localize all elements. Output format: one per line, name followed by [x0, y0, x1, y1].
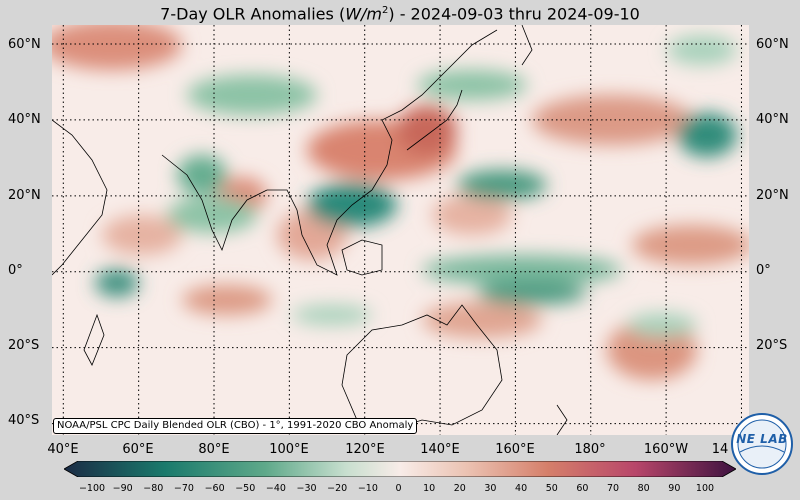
coast-india: [161, 154, 268, 252]
coast-kamchatka: [521, 25, 533, 66]
lat-label: 20°S: [756, 338, 788, 353]
colorbar-tick-label: −50: [235, 483, 256, 494]
map-title: 7-Day OLR Anomalies (W/m2) - 2024-09-03 …: [0, 0, 800, 24]
anomaly-blob: [677, 113, 737, 157]
olr-anomaly-map: [52, 25, 749, 435]
title-unit: W/m: [345, 4, 382, 24]
colorbar-tick-label: 20: [453, 483, 466, 494]
colorbar-tick-label: 50: [545, 483, 558, 494]
lat-label: 20°N: [756, 188, 789, 203]
anomaly-blob: [187, 75, 317, 115]
colorbar-tick-label: −20: [327, 483, 348, 494]
lat-label: 40°N: [756, 112, 789, 127]
data-source-credit: NOAA/PSL CPC Daily Blended OLR (CBO) - 1…: [53, 418, 418, 434]
lat-label: 0°: [8, 263, 23, 278]
colorbar-tick-label: −30: [296, 483, 317, 494]
anomaly-field: [52, 25, 749, 380]
lat-label: 0°: [756, 263, 771, 278]
title-unit-exponent: 2: [381, 5, 389, 16]
colorbar-tick-label: −100: [78, 483, 106, 494]
coast-southeast-asia: [267, 189, 373, 276]
anomaly-blob: [632, 225, 749, 265]
colorbar-tick-label: 100: [695, 483, 715, 494]
colorbar-tick-label: 30: [484, 483, 497, 494]
colorbar-tick-label: 0: [395, 483, 402, 494]
colorbar-tick-label: −40: [265, 483, 286, 494]
lon-label: 60°E: [122, 442, 154, 457]
anomaly-blob: [95, 269, 139, 297]
coast-east-asia: [371, 29, 498, 191]
coast-new-zealand: [556, 404, 568, 435]
coast-borneo: [341, 239, 383, 276]
lon-label: 160°W: [643, 442, 689, 457]
lon-label: 14: [711, 442, 729, 457]
coast-africa-arabia: [52, 119, 108, 276]
anomaly-blob: [102, 215, 182, 255]
colorbar-tick-label: 80: [637, 483, 650, 494]
lon-label: 160°E: [495, 442, 535, 457]
coast-japan: [406, 89, 463, 151]
colorbar-tick-label: 70: [607, 483, 620, 494]
lab-logo-seal: [731, 413, 793, 475]
lat-label: 40°N: [8, 112, 41, 127]
anomaly-blob: [397, 105, 457, 155]
lat-label: 20°S: [8, 338, 40, 353]
colorbar-tick-label: 60: [576, 483, 589, 494]
colorbar-tick-label: −10: [357, 483, 378, 494]
colorbar: [64, 461, 736, 477]
anomaly-blob: [177, 155, 227, 195]
colorbar-tick-label: 90: [668, 483, 681, 494]
colorbar-tick-label: 10: [423, 483, 436, 494]
anomaly-blob: [182, 285, 272, 315]
anomaly-blob: [292, 305, 372, 325]
anomaly-blob: [667, 35, 737, 65]
lon-label: 100°E: [269, 442, 309, 457]
anomaly-blob: [167, 197, 257, 233]
coastlines: [52, 25, 568, 435]
colorbar-ramp: [64, 461, 736, 477]
anomaly-blob: [52, 25, 182, 70]
title-date-range: ) - 2024-09-03 thru 2024-09-10: [388, 4, 640, 24]
lon-label: 120°E: [345, 442, 385, 457]
lat-label: 40°S: [8, 413, 40, 428]
colorbar-tick-label: −80: [143, 483, 164, 494]
anomaly-blob: [432, 195, 512, 235]
lon-label: 180°: [574, 442, 606, 457]
colorbar-tick-label: −70: [173, 483, 194, 494]
lab-logo: NE LAB: [730, 412, 794, 476]
anomaly-blob: [422, 302, 542, 338]
title-prefix: 7-Day OLR Anomalies (: [160, 4, 346, 24]
lat-label: 60°N: [8, 37, 41, 52]
colorbar-tick-label: −90: [112, 483, 133, 494]
lon-label: 40°E: [47, 442, 79, 457]
colorbar-tick-label: 40: [515, 483, 528, 494]
gridlines: [52, 25, 749, 435]
lon-label: 140°E: [420, 442, 460, 457]
anomaly-blob: [477, 281, 587, 305]
lab-logo-text: NE LAB: [736, 432, 788, 446]
lat-label: 20°N: [8, 188, 41, 203]
lat-label: 60°N: [756, 37, 789, 52]
colorbar-tick-label: −60: [204, 483, 225, 494]
anomaly-blob: [422, 255, 622, 285]
lon-label: 80°E: [198, 442, 230, 457]
anomaly-blob: [417, 70, 527, 100]
anomaly-blob: [627, 313, 697, 337]
coast-madagascar: [83, 313, 105, 366]
anomaly-blob: [532, 95, 692, 145]
anomaly-blob: [457, 170, 547, 200]
